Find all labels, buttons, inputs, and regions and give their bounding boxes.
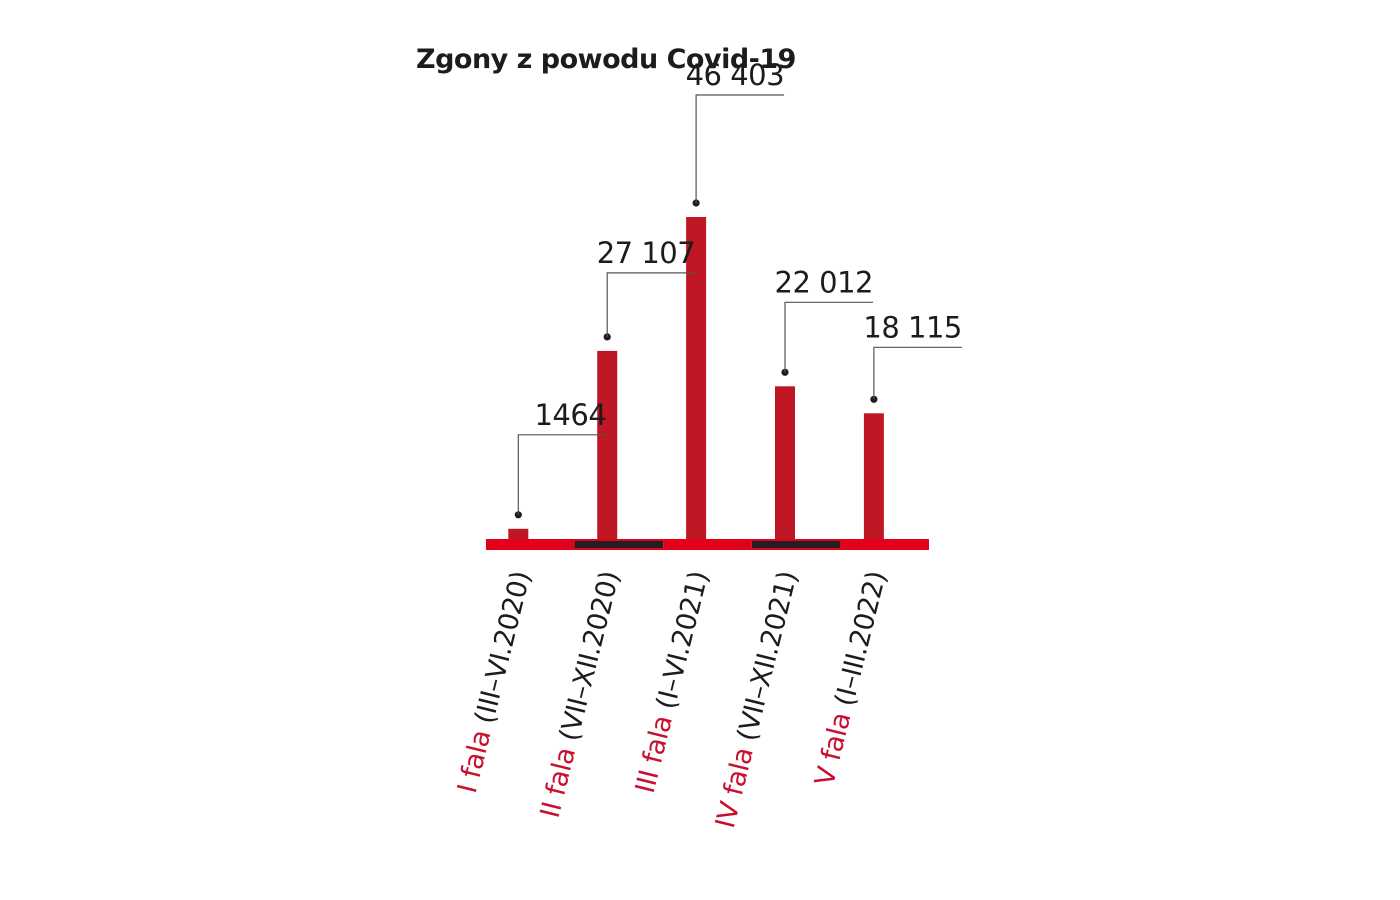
axis-segment bbox=[663, 539, 752, 550]
category-wave-name: V fala bbox=[809, 702, 859, 789]
category-wave-name: I fala bbox=[452, 719, 499, 796]
value-label: 46 403 bbox=[686, 58, 784, 92]
axis-bottom-line bbox=[486, 548, 929, 550]
axis-segment bbox=[574, 539, 664, 550]
bar bbox=[863, 413, 884, 539]
category-period: (III–VI.2020) bbox=[469, 568, 537, 727]
leader-line bbox=[517, 434, 607, 515]
category-period: (I–III.2022) bbox=[829, 568, 892, 709]
axis-segment bbox=[486, 539, 575, 550]
category-label: IV fala (VII–XII.2021) bbox=[710, 568, 804, 831]
category-label: V fala (I–III.2022) bbox=[809, 568, 892, 789]
category-wave-name: II fala bbox=[535, 737, 584, 821]
value-label: 22 012 bbox=[775, 265, 873, 299]
leader-line bbox=[695, 94, 785, 203]
bar bbox=[508, 528, 529, 539]
leader-line bbox=[606, 272, 696, 337]
leader-line bbox=[873, 346, 962, 400]
category-wave-name: III fala bbox=[630, 705, 681, 797]
axis-segment bbox=[840, 539, 929, 550]
category-label: I fala (III–VI.2020) bbox=[452, 568, 537, 796]
category-wave-name: IV fala bbox=[710, 737, 762, 832]
bar bbox=[597, 350, 618, 539]
value-label: 18 115 bbox=[863, 310, 961, 344]
value-label: 1464 bbox=[534, 398, 606, 432]
axis-segment bbox=[751, 539, 841, 550]
category-label: III fala (I–VI.2021) bbox=[630, 568, 715, 796]
value-label: 27 107 bbox=[597, 236, 695, 270]
category-period: (I–VI.2021) bbox=[651, 568, 715, 712]
leader-line bbox=[784, 301, 873, 373]
chart-title: Zgony z powodu Covid-19 bbox=[416, 44, 796, 75]
category-period: (VII–XII.2020) bbox=[554, 568, 626, 744]
category-label: II fala (VII–XII.2020) bbox=[535, 568, 626, 821]
bar bbox=[775, 386, 795, 539]
category-period: (VII–XII.2021) bbox=[732, 568, 804, 744]
bar bbox=[686, 217, 707, 539]
axis-top-line bbox=[486, 539, 929, 541]
